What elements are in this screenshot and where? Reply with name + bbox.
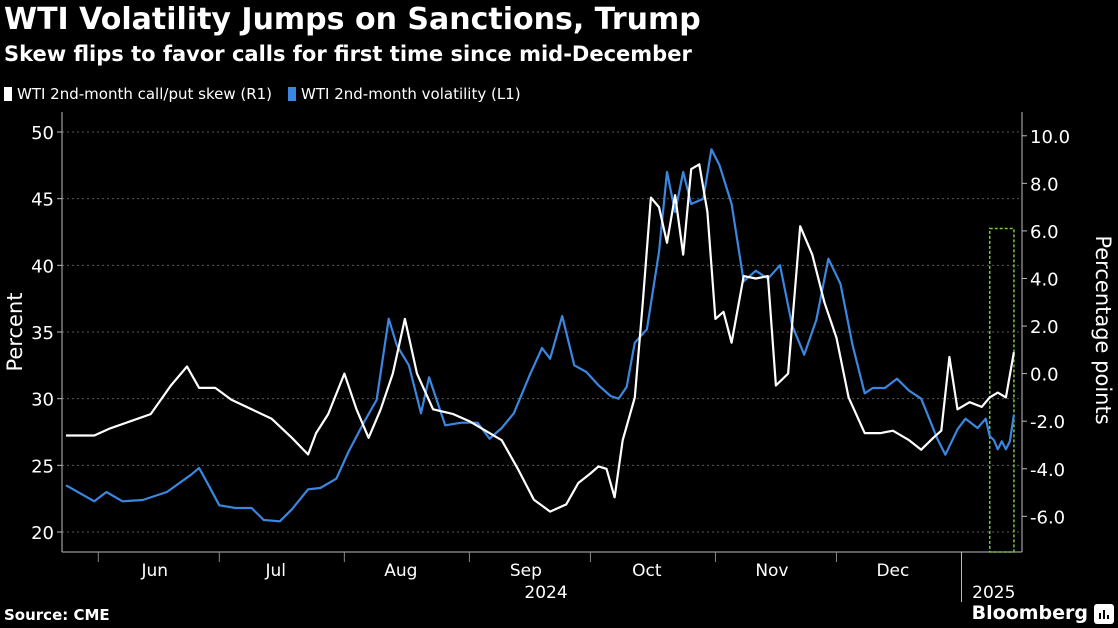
highlight-box — [988, 227, 1015, 553]
x-axis-tick-label: Jun — [140, 561, 168, 581]
left-axis-tick-label: 45 — [31, 190, 54, 211]
right-axis-tick-label: -4.0 — [1030, 460, 1065, 481]
left-axis-tick-label: 35 — [31, 323, 54, 344]
legend-label-volatility: WTI 2nd-month volatility (L1) — [301, 85, 521, 103]
left-axis-tick-label: 40 — [31, 256, 54, 277]
x-axis-tick-label: Dec — [876, 561, 909, 581]
legend-label-skew: WTI 2nd-month call/put skew (R1) — [17, 85, 273, 103]
right-axis-tick-label: 8.0 — [1030, 174, 1059, 195]
x-axis-tick-label: Oct — [632, 561, 662, 581]
left-axis-tick-label: 25 — [31, 456, 54, 477]
right-axis-tick-label: 6.0 — [1030, 222, 1059, 243]
bloomberg-terminal-icon — [1094, 604, 1114, 624]
legend-swatch-volatility — [288, 87, 297, 101]
chart-legend: WTI 2nd-month call/put skew (R1) WTI 2nd… — [4, 84, 537, 104]
x-axis-tick-label: Sep — [510, 561, 542, 581]
left-axis-tick-label: 20 — [31, 523, 54, 544]
x-axis-year-label: 2025 — [972, 583, 1015, 603]
x-axis-tick-label: Jul — [265, 561, 287, 581]
volatility-series-line — [65, 148, 1015, 523]
chart-subtitle: Skew flips to favor calls for first time… — [4, 42, 692, 66]
chart-title: WTI Volatility Jumps on Sanctions, Trump — [4, 2, 701, 37]
x-axis-year-label: 2024 — [524, 583, 567, 603]
right-axis-title: Percentage points — [1091, 235, 1115, 424]
brand-logo: Bloomberg — [971, 602, 1088, 624]
x-axis-tick-label: Nov — [755, 561, 788, 581]
right-axis-tick-label: 0.0 — [1030, 365, 1059, 386]
skew-series-line — [66, 163, 1015, 513]
left-axis-tick-label: 50 — [31, 123, 54, 144]
right-axis-tick-label: 10.0 — [1030, 127, 1070, 148]
x-axis-tick-label: Aug — [384, 561, 417, 581]
legend-item-skew: WTI 2nd-month call/put skew (R1) — [4, 85, 272, 103]
right-axis-tick-label: -2.0 — [1030, 412, 1065, 433]
legend-item-volatility: WTI 2nd-month volatility (L1) — [288, 85, 521, 103]
legend-swatch-skew — [4, 87, 12, 101]
source-note: Source: CME — [4, 606, 110, 624]
right-axis-tick-label: -6.0 — [1030, 507, 1065, 528]
left-axis-tick-label: 30 — [31, 390, 54, 411]
left-axis-title: Percent — [3, 292, 27, 371]
right-axis-tick-label: 4.0 — [1030, 269, 1059, 290]
right-axis-tick-label: 2.0 — [1030, 317, 1059, 338]
